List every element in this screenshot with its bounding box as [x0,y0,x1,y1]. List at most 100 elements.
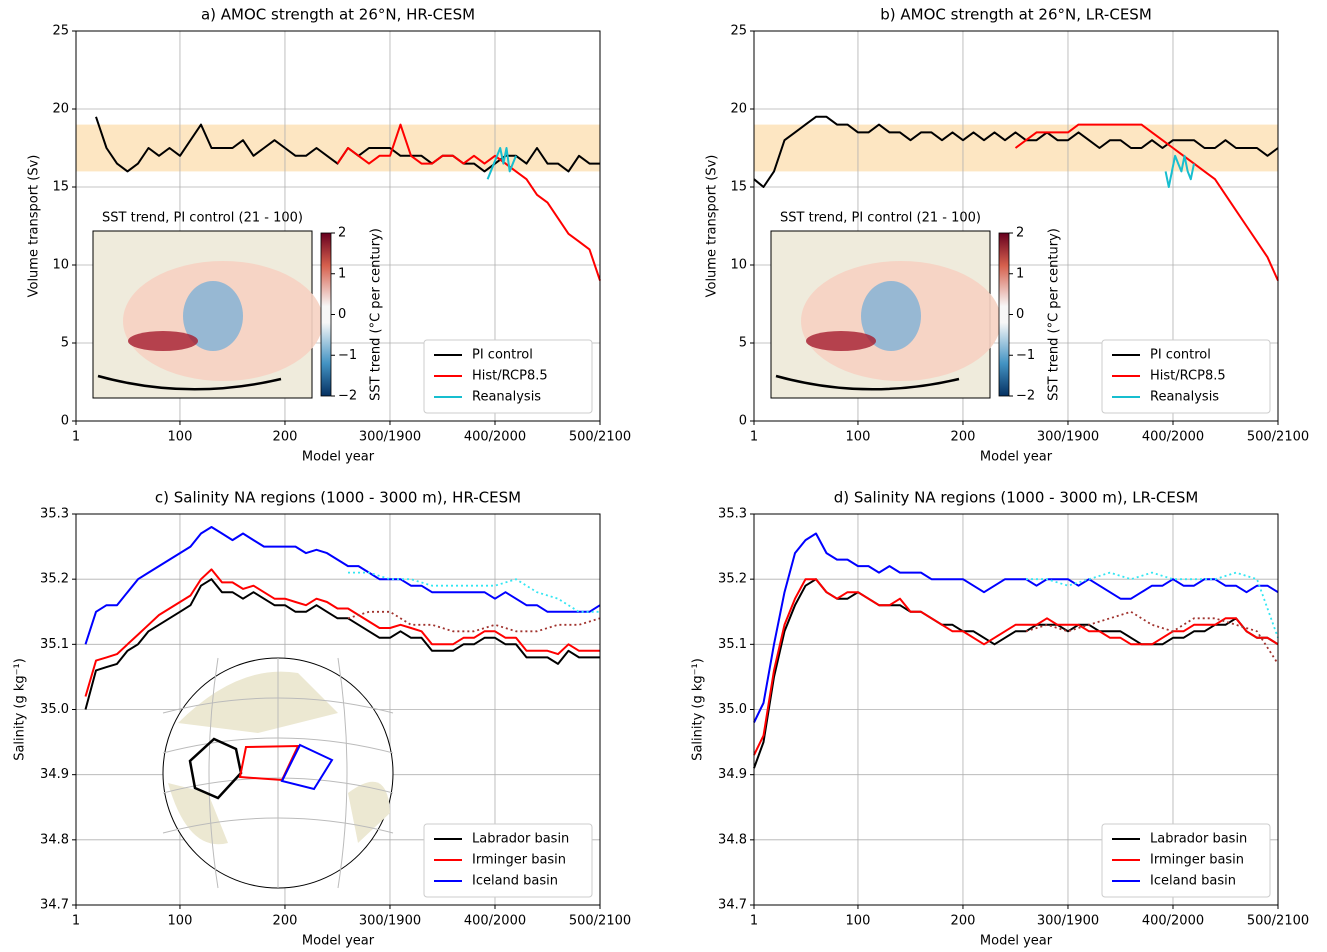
globe-land [348,781,390,843]
region-iceland [280,743,334,791]
series-line [336,123,601,281]
inset-title: SST trend, PI control (21 - 100) [102,211,303,226]
colorbar [320,232,332,397]
y-tick-label: 0 [739,414,747,429]
region-labrador [188,737,243,800]
legend-label: Labrador basin [1150,832,1247,847]
y-tick-label: 0 [61,414,69,429]
globe-grid [208,657,219,889]
legend-label: Hist/RCP8.5 [1150,369,1226,384]
x-tick-label: 300/1900 [359,914,421,929]
x-tick-label: 200 [951,430,976,445]
x-tick-label: 100 [846,430,871,445]
y-tick-label: 20 [52,102,69,117]
y-tick-label: 5 [61,336,69,351]
panel: c) Salinity NA regions (1000 - 3000 m), … [13,489,632,949]
x-tick-label: 500/2100 [569,430,631,445]
y-tick-label: 10 [730,258,747,273]
y-tick-label: 35.3 [718,507,747,522]
y-tick-label: 15 [52,180,69,195]
colorbar-tick-label: 0 [1016,307,1024,322]
legend-label: PI control [472,348,533,363]
y-tick-label: 35.3 [40,507,69,522]
plot-frame [75,30,601,422]
x-tick-label: 1 [750,914,758,929]
legend-label: PI control [1150,348,1211,363]
x-tick-label: 500/2100 [1247,914,1309,929]
x-tick-label: 400/2000 [1142,430,1204,445]
y-tick-label: 5 [739,336,747,351]
series-line [753,578,1279,756]
x-tick-label: 400/2000 [1142,914,1204,929]
y-tick-label: 20 [730,102,747,117]
colorbar-tick-label: 0 [338,307,346,322]
colorbar-tick-label: −2 [1016,389,1035,404]
y-axis-label: Salinity (g kg⁻¹) [691,658,706,761]
map-ocean [183,281,243,351]
series-line [486,147,517,180]
colorbar-tick-label: −1 [1016,348,1035,363]
colorbar-tick-label: 1 [1016,266,1024,281]
y-tick-label: 10 [52,258,69,273]
x-axis-label: Model year [302,934,375,949]
map-section [97,374,282,391]
x-axis-label: Model year [302,450,375,465]
series-line [753,532,1279,723]
legend [1101,339,1271,414]
legend-label: Iceland basin [472,874,558,889]
legend-label: Hist/RCP8.5 [472,369,548,384]
inset-title: SST trend, PI control (21 - 100) [780,211,981,226]
x-tick-label: 400/2000 [464,430,526,445]
legend [423,339,593,414]
map-ocean [806,331,876,351]
colorbar-label: SST trend (°C per century) [369,228,384,401]
y-tick-label: 34.7 [40,898,69,913]
y-tick-label: 35.2 [40,572,69,587]
chart-title: c) Salinity NA regions (1000 - 3000 m), … [155,489,521,507]
colorbar-tick-label: −2 [338,389,357,404]
x-tick-label: 1 [72,430,80,445]
plot-frame [75,513,601,906]
plot-frame [753,30,1279,422]
x-tick-label: 200 [951,914,976,929]
map-section [775,374,960,391]
x-tick-label: 300/1900 [1037,430,1099,445]
x-tick-label: 300/1900 [1037,914,1099,929]
series-line [753,578,1279,769]
x-tick-label: 500/2100 [569,914,631,929]
legend-label: Reanalysis [472,390,541,405]
x-tick-label: 200 [273,430,298,445]
series-line [1026,571,1279,639]
colorbar-tick-label: 2 [338,226,346,241]
y-tick-label: 35.2 [718,572,747,587]
panel: d) Salinity NA regions (1000 - 3000 m), … [691,489,1310,949]
x-tick-label: 1 [72,914,80,929]
x-tick-label: 300/1900 [359,430,421,445]
x-tick-label: 100 [168,430,193,445]
y-tick-label: 35.0 [40,702,69,717]
y-tick-label: 35.0 [718,702,747,717]
x-tick-label: 100 [168,914,193,929]
legend-label: Labrador basin [472,832,569,847]
legend-label: Reanalysis [1150,390,1219,405]
colorbar [998,232,1010,397]
map-ocean [861,281,921,351]
y-tick-label: 34.8 [40,832,69,847]
map-ocean [128,331,198,351]
globe-land [178,671,338,733]
x-tick-label: 200 [273,914,298,929]
globe-grid [337,657,348,889]
legend [1101,823,1271,898]
colorbar-label: SST trend (°C per century) [1047,228,1062,401]
x-axis-label: Model year [980,450,1053,465]
x-tick-label: 400/2000 [464,914,526,929]
x-tick-label: 100 [846,914,871,929]
plot-frame [753,513,1279,906]
chart-title: a) AMOC strength at 26°N, HR-CESM [201,6,475,24]
series-line [1014,123,1279,282]
y-tick-label: 34.9 [40,767,69,782]
y-tick-label: 15 [730,180,747,195]
x-tick-label: 500/2100 [1247,430,1309,445]
series-line [84,578,600,710]
